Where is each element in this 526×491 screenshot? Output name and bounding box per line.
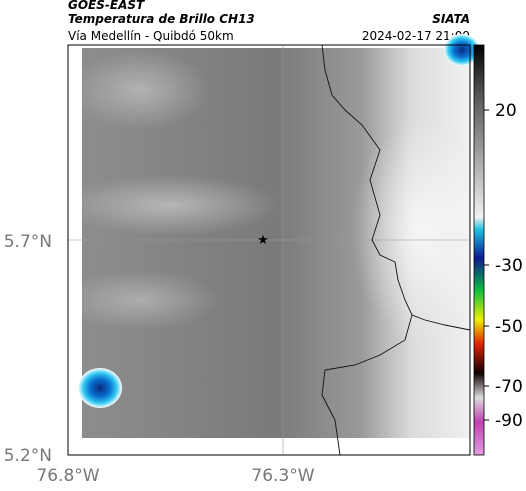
colorbar: 20 -30 -50 -70 -90 (473, 44, 523, 456)
lon-label: 76.3°W (251, 466, 314, 486)
title: Temperatura de Brillo CH13 (68, 12, 255, 26)
org: SIATA (432, 12, 470, 26)
colorbar-tick-label: -70 (495, 377, 523, 397)
colorbar-tick-label: -30 (495, 256, 523, 276)
colorbar-tick-label: 20 (495, 101, 517, 121)
lat-label: 5.2°N (4, 446, 52, 466)
svg-text:★: ★ (257, 233, 269, 248)
lon-label: 76.8°W (36, 466, 99, 486)
satellite-image: ★ (60, 34, 490, 456)
colorbar-tick-label: -90 (495, 411, 523, 431)
subtitle: Vía Medellín - Quibdó 50km (68, 29, 234, 43)
datetime: 2024-02-17 21:09 (362, 29, 470, 43)
colorbar-tick-label: -50 (495, 317, 523, 337)
source: GOES-EAST (68, 0, 145, 12)
lat-label: 5.7°N (4, 232, 52, 252)
